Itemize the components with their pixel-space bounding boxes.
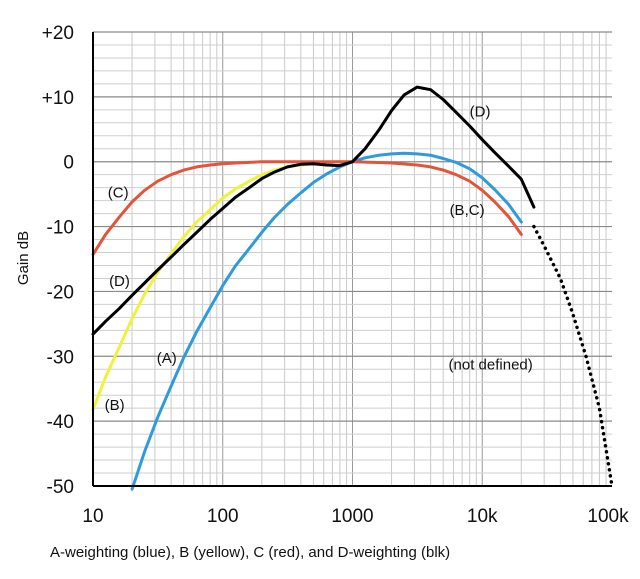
chart-caption: A-weighting (blue), B (yellow), C (red),…: [50, 544, 450, 561]
x-tick-label: 10k: [467, 506, 498, 527]
x-tick-label: 100k: [587, 506, 629, 527]
series-line-D: [91, 85, 536, 336]
annotation-A: (A): [157, 350, 177, 367]
annotation-C: (C): [108, 184, 129, 201]
series-line-C: [91, 160, 523, 256]
y-tick-label: -30: [47, 347, 74, 368]
annotation-nd: (not defined): [449, 356, 533, 373]
annotation-BC: (B,C): [450, 202, 485, 219]
x-tick-label: 100: [207, 506, 239, 527]
axes: [92, 32, 612, 487]
y-tick-label: +10: [42, 88, 74, 109]
grid: [92, 31, 612, 487]
annotation-D-hi: (D): [470, 103, 491, 120]
y-tick-label: 0: [63, 153, 74, 174]
annotation-B: (B): [105, 397, 125, 414]
labels: +20 +10 0 -10 -20 -30 -40 -50 10 100 1000 10k 100k (C…: [42, 23, 629, 527]
x-tick-label: 10: [82, 506, 103, 527]
annotation-D: (D): [109, 273, 130, 290]
y-tick-label: -20: [47, 282, 74, 303]
series-line-A: [130, 151, 523, 491]
y-tick-label: -10: [47, 218, 74, 239]
y-tick-label: -40: [47, 412, 74, 433]
series-group: [91, 85, 614, 491]
y-tick-label: +20: [42, 23, 74, 44]
x-tick-label: 1000: [331, 506, 373, 527]
series-line-extrapolation: [532, 224, 614, 488]
y-tick-label: -50: [47, 477, 74, 498]
y-axis-title: Gain dB: [15, 231, 32, 285]
